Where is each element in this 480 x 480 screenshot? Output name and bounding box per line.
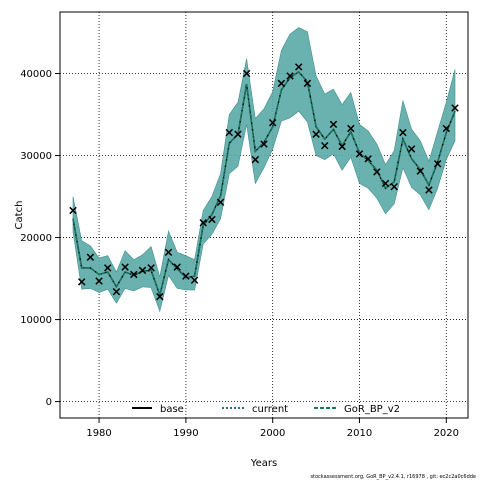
legend-label-base: base — [160, 404, 184, 415]
x-tick-label: 2000 — [260, 428, 285, 439]
observed-point — [364, 155, 372, 163]
observed-point — [416, 167, 424, 175]
observed-point — [164, 248, 173, 257]
observed-point — [112, 287, 121, 296]
observed-point — [329, 120, 338, 129]
observed-point — [355, 150, 364, 158]
observed-point — [347, 124, 355, 133]
x-tick-label: 1990 — [173, 428, 198, 439]
observed-point — [251, 155, 260, 164]
observed-point — [373, 168, 381, 176]
legend: base current GoR_BP_v2 — [132, 404, 400, 415]
x-tick-label: 2020 — [434, 428, 459, 439]
observed-point — [190, 276, 199, 284]
observed-point — [407, 145, 416, 153]
observed-point — [433, 160, 442, 168]
observed-point — [399, 128, 407, 137]
y-axis-ticks: 0 10000 20000 30000 40000 — [20, 69, 60, 408]
observed-point — [199, 219, 207, 227]
observed-points — [69, 63, 459, 301]
observed-point — [442, 124, 451, 133]
observed-point — [182, 272, 190, 280]
observed-point — [338, 142, 346, 151]
observed-point — [104, 264, 112, 272]
grid-lines — [60, 12, 468, 418]
observed-point — [77, 278, 86, 286]
observed-point — [173, 263, 181, 271]
observed-point — [156, 292, 164, 301]
observed-point — [321, 141, 329, 150]
x-axis-ticks: 1980 1990 2000 2010 2020 — [86, 418, 459, 439]
observed-point — [95, 277, 103, 285]
y-tick-label: 0 — [46, 397, 52, 408]
observed-point — [216, 198, 225, 207]
observed-point — [121, 263, 129, 271]
x-tick-label: 2010 — [347, 428, 372, 439]
x-axis-title: Years — [250, 458, 277, 469]
observed-point — [69, 206, 77, 215]
y-tick-label: 30000 — [20, 151, 52, 162]
legend-label-current: current — [252, 404, 288, 415]
y-tick-label: 40000 — [20, 69, 52, 80]
observed-point — [130, 270, 138, 279]
confidence-band — [72, 27, 456, 313]
observed-point — [225, 128, 234, 137]
y-tick-label: 10000 — [20, 315, 52, 326]
y-tick-label: 20000 — [20, 233, 52, 244]
observed-point — [208, 215, 216, 224]
observed-point — [277, 79, 286, 88]
observed-point — [294, 63, 303, 71]
observed-point — [260, 140, 268, 148]
observed-point — [390, 182, 398, 191]
plot-frame — [59, 11, 469, 419]
observed-point — [425, 186, 433, 194]
observed-point — [234, 130, 242, 138]
observed-point — [242, 69, 251, 78]
legend-label-gor: GoR_BP_v2 — [344, 404, 400, 415]
observed-point — [303, 79, 312, 88]
band-area — [72, 27, 456, 313]
observed-point — [86, 253, 95, 261]
observed-point — [381, 179, 390, 188]
y-axis-title: Catch — [14, 201, 25, 230]
observed-point — [268, 118, 277, 127]
observed-point — [451, 104, 459, 112]
footnote: stockassessment.org, GoR_BP_v2.4.1, r169… — [310, 474, 476, 480]
observed-point — [138, 266, 147, 275]
observed-point — [147, 264, 155, 272]
series-line-gor-bp-v2 — [72, 70, 456, 298]
observed-point — [312, 130, 320, 138]
x-tick-label: 1980 — [86, 428, 111, 439]
observed-point — [286, 72, 294, 80]
